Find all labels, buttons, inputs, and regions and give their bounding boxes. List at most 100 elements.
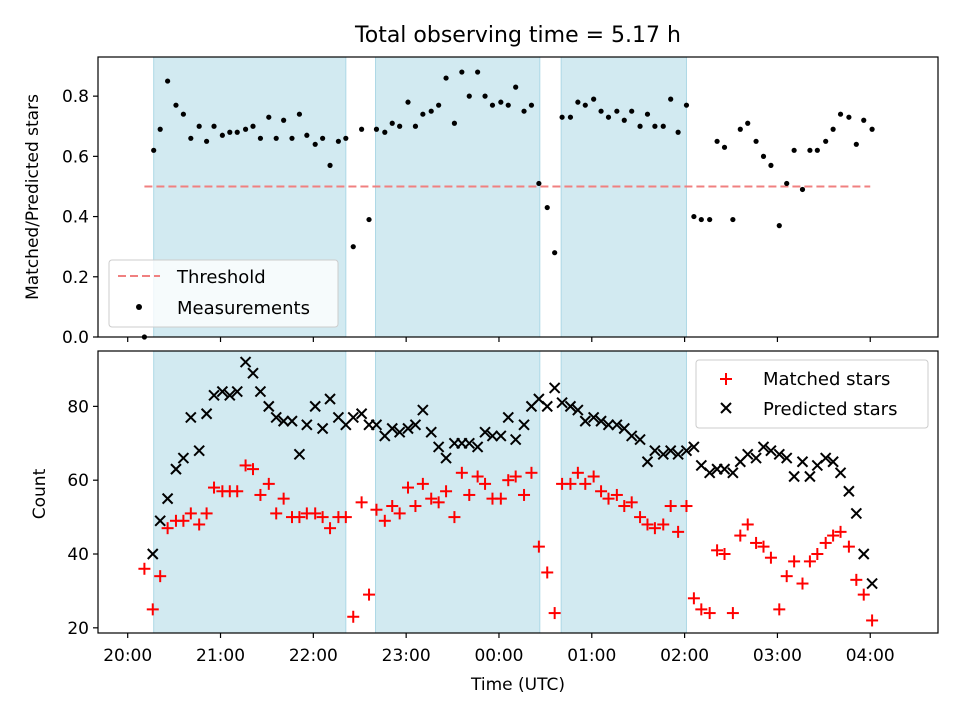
measurement-point	[489, 102, 496, 108]
matched-star-point	[664, 500, 677, 513]
matched-star-point	[595, 485, 608, 498]
predicted-star-point	[177, 452, 190, 464]
measurement-point	[698, 216, 704, 223]
matched-star-point	[425, 492, 438, 505]
measurement-point	[151, 147, 157, 153]
measurement-point	[443, 75, 449, 81]
measurement-point	[359, 126, 365, 132]
matched-star-point	[634, 511, 647, 524]
matched-star-point	[757, 540, 770, 553]
top-y-tick-label: 0.2	[62, 268, 89, 288]
bottom-x-tick-label: 02:00	[660, 646, 709, 666]
matched-star-point	[541, 566, 554, 579]
matched-star-point	[479, 477, 492, 490]
matched-star-point	[780, 570, 793, 583]
matched-star-point	[587, 470, 600, 483]
predicted-star-point	[471, 441, 484, 453]
threshold-legend-label: Threshold	[176, 267, 266, 288]
matched-star-point	[811, 548, 824, 561]
predicted-star-point	[495, 430, 507, 442]
measurement-point	[660, 123, 666, 129]
matched-star-point	[788, 555, 801, 568]
predicted-star-point	[370, 419, 383, 431]
measurement-point	[536, 180, 542, 187]
measurement-point	[335, 138, 341, 144]
matched-star-point	[734, 529, 747, 542]
predicted-star-point	[688, 441, 700, 453]
measurement-point	[582, 102, 588, 108]
predicted-star-point	[634, 433, 646, 446]
matched-star-point	[718, 548, 731, 561]
matched-star-point	[842, 540, 855, 553]
predicted-star-point	[170, 463, 182, 475]
measurement-point	[652, 123, 658, 129]
matched-star-point	[695, 603, 708, 616]
predicted-star-point	[572, 404, 584, 416]
predicted-star-point	[502, 411, 514, 424]
measurement-point	[436, 102, 442, 108]
predicted-star-point	[649, 444, 661, 457]
measurement-point	[405, 99, 411, 105]
predicted-star-point	[657, 448, 669, 461]
measurement-point	[459, 69, 465, 75]
top-panel-axes: 0.0 0.2 0.4 0.6 0.8	[62, 56, 939, 348]
x-axis-label: Time (UTC)	[470, 675, 565, 695]
matched-star-point	[293, 511, 306, 524]
matched-star-point	[764, 551, 777, 564]
measurement-point	[428, 108, 434, 114]
bottom-x-tick-label: 01:00	[567, 646, 616, 666]
predicted-legend-label: Predicted stars	[763, 399, 897, 420]
measurement-point	[575, 99, 581, 105]
predicted-star-point	[579, 415, 591, 427]
matched-star-point	[827, 529, 840, 542]
measurement-point	[707, 216, 713, 223]
measurement-point	[552, 250, 558, 256]
matched-star-point	[502, 474, 515, 487]
predicted-star-point	[263, 400, 275, 413]
measurement-point	[188, 135, 194, 141]
predicted-star-point	[548, 382, 561, 394]
measurements-legend-label: Measurements	[177, 298, 310, 319]
measurement-point	[683, 102, 690, 108]
measurement-point	[753, 138, 759, 144]
predicted-star-point	[231, 385, 243, 398]
matched-star-point	[525, 466, 538, 479]
predicted-star-point	[161, 492, 174, 505]
predicted-star-point	[440, 452, 452, 464]
matched-star-point	[262, 477, 275, 490]
bottom-panel-matched-markers	[138, 459, 879, 627]
predicted-star-point	[587, 411, 600, 424]
matched-star-point	[455, 466, 468, 479]
matched-star-point	[363, 588, 376, 601]
measurement-point	[760, 153, 767, 159]
top-y-tick-label: 0.0	[62, 328, 89, 348]
matched-star-point	[657, 518, 670, 531]
predicted-star-point	[270, 411, 282, 424]
matched-star-point	[687, 592, 700, 605]
matched-star-point	[440, 485, 453, 498]
predicted-star-point	[850, 507, 863, 520]
predicted-star-point	[247, 367, 259, 379]
measurement-point	[173, 102, 179, 108]
bottom-panel-predicted-markers	[147, 356, 878, 590]
bottom-y-tick-label: 60	[67, 471, 89, 491]
measurement-point	[791, 147, 797, 153]
matched-star-point	[402, 481, 415, 494]
predicted-star-point	[185, 411, 197, 424]
bottom-y-tick-label: 20	[67, 619, 89, 639]
matched-star-point	[409, 500, 422, 513]
measurement-point	[196, 123, 202, 129]
measurement-point	[629, 108, 635, 114]
top-axes-frame	[97, 56, 939, 338]
measurement-point	[505, 102, 511, 108]
predicted-star-point	[788, 470, 800, 483]
predicted-star-point	[355, 408, 368, 420]
measurement-point	[621, 117, 627, 123]
matched-star-point	[463, 488, 476, 501]
measurement-point	[807, 147, 813, 153]
predicted-star-point	[611, 419, 623, 431]
predicted-star-point	[347, 411, 359, 424]
measurement-point	[784, 180, 790, 187]
top-panel: 0.00.20.40.60.8 Matched/Predicted stars …	[23, 56, 939, 348]
